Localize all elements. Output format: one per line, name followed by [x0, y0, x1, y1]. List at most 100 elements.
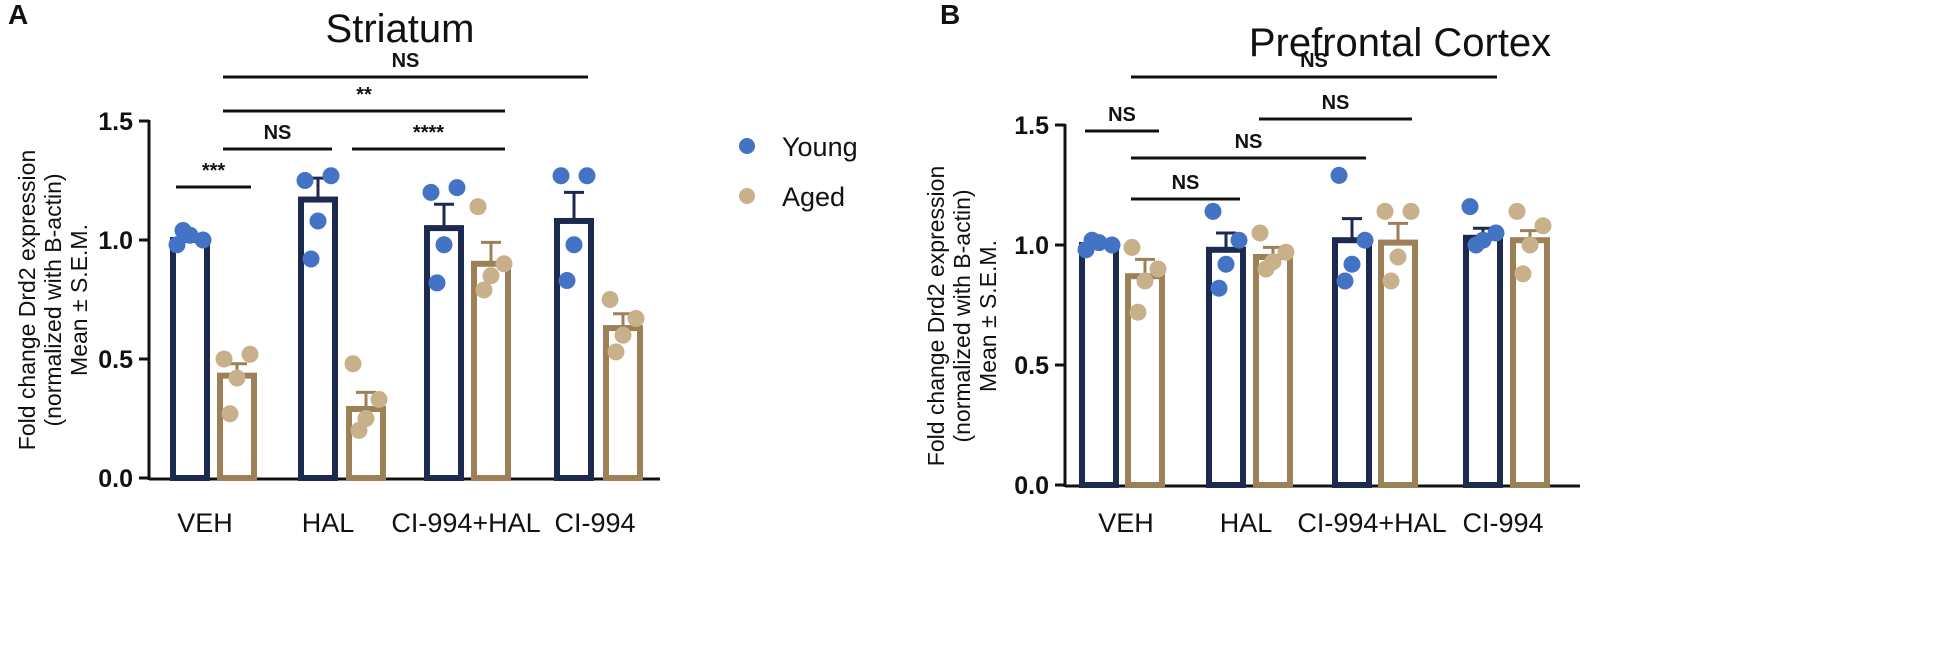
- y-axis-label-a: Fold change Drd2 expression (normalized …: [14, 150, 92, 450]
- y-tick-label: 1.0: [98, 227, 133, 255]
- panel-letter-b: B: [940, 0, 960, 30]
- x-tick-label: CI-994+HAL: [1297, 508, 1446, 538]
- bar-young: [554, 217, 594, 482]
- data-point-aged: [1149, 260, 1167, 278]
- data-point-aged: [1123, 238, 1141, 256]
- panel-a-plot: 0.0 0.5 1.0 1.5 VEH HAL CI-994+HAL CI-994 NS ** NS…: [98, 50, 660, 538]
- data-point-aged: [475, 281, 493, 299]
- significance-label: ***: [202, 160, 226, 182]
- data-point-young: [565, 236, 583, 254]
- data-point-young: [174, 221, 192, 239]
- y-label-line-1: Fold change Drd2 expression: [14, 150, 40, 450]
- data-point-young: [1356, 231, 1374, 249]
- data-point-aged: [1251, 224, 1269, 242]
- y-label-line-2: (normalized with B-actin): [40, 173, 66, 426]
- chart-title-b: Prefrontal Cortex: [1249, 21, 1551, 65]
- data-point-young: [448, 179, 466, 197]
- data-point-young: [1336, 272, 1354, 290]
- data-point-young: [1461, 198, 1479, 216]
- data-point-aged: [495, 255, 513, 273]
- significance-label: **: [356, 84, 372, 106]
- data-point-aged: [241, 345, 259, 363]
- data-point-aged: [482, 267, 500, 285]
- legend-marker-aged: [739, 188, 755, 204]
- data-point-aged: [469, 198, 487, 216]
- panel-letter-a: A: [8, 0, 28, 30]
- data-point-young: [1330, 166, 1348, 184]
- data-point-aged: [1376, 202, 1394, 220]
- data-point-aged: [1521, 236, 1539, 254]
- data-point-young: [422, 183, 440, 201]
- data-point-young: [558, 271, 576, 289]
- legend-label-young: Young: [782, 132, 858, 162]
- data-point-aged: [215, 350, 233, 368]
- data-point-young: [1204, 202, 1222, 220]
- data-point-young: [552, 167, 570, 185]
- data-point-aged: [1514, 265, 1532, 283]
- data-point-aged: [627, 310, 645, 328]
- data-point-young: [1487, 224, 1505, 242]
- legend-marker-young: [739, 138, 755, 154]
- y-tick-label: 0.0: [1014, 472, 1049, 500]
- y-tick-label: 0.0: [98, 465, 133, 493]
- significance-label: NS: [1300, 50, 1328, 72]
- y-label-line-3: Mean ± S.E.M.: [66, 224, 92, 376]
- x-tick-label: HAL: [302, 508, 355, 538]
- data-point-young: [322, 167, 340, 185]
- bar-young: [1206, 246, 1246, 488]
- data-point-aged: [1508, 202, 1526, 220]
- data-point-young: [578, 167, 596, 185]
- significance-label: NS: [1235, 131, 1263, 153]
- bar-young: [1079, 242, 1119, 488]
- significance-label: ****: [413, 122, 444, 144]
- data-point-young: [1467, 236, 1485, 254]
- data-point-aged: [350, 421, 368, 439]
- data-point-aged: [370, 390, 388, 408]
- bar-young: [424, 225, 464, 481]
- data-point-young: [194, 231, 212, 249]
- data-point-young: [1217, 255, 1235, 273]
- data-point-young: [296, 172, 314, 189]
- bar-aged: [1253, 254, 1293, 488]
- data-point-young: [428, 274, 446, 292]
- y-label-line-3: Mean ± S.E.M.: [975, 240, 1001, 392]
- significance-label: NS: [264, 122, 292, 144]
- significance-label: NS: [1108, 104, 1136, 126]
- data-point-young: [168, 236, 186, 254]
- y-tick-label: 0.5: [98, 346, 133, 374]
- data-point-aged: [1402, 202, 1420, 220]
- data-point-aged: [221, 405, 239, 423]
- x-tick-label: VEH: [177, 508, 233, 538]
- significance-label: NS: [1172, 172, 1200, 194]
- x-tick-label: CI-994: [1462, 508, 1543, 538]
- data-point-young: [302, 250, 320, 268]
- x-tick-label: CI-994+HAL: [391, 508, 540, 538]
- legend-label-aged: Aged: [782, 182, 845, 212]
- data-point-aged: [607, 343, 625, 361]
- data-point-aged: [601, 291, 619, 308]
- data-point-aged: [1257, 260, 1275, 278]
- bar-young: [170, 237, 210, 481]
- data-point-young: [1210, 279, 1228, 297]
- y-tick-label: 1.5: [98, 108, 133, 136]
- bar-young: [298, 196, 338, 481]
- x-tick-label: CI-994: [554, 508, 635, 538]
- data-point-young: [1343, 255, 1361, 273]
- data-point-young: [309, 212, 327, 230]
- bar-aged: [217, 372, 257, 481]
- data-point-young: [435, 236, 453, 254]
- data-point-aged: [1136, 272, 1154, 290]
- data-point-aged: [1129, 303, 1147, 321]
- y-tick-label: 1.0: [1014, 232, 1049, 260]
- panel-b-plot: 0.0 0.5 1.0 1.5 VEH HAL CI-994+HAL CI-994 NS NS NS…: [1014, 50, 1580, 538]
- data-point-aged: [1389, 248, 1407, 266]
- chart-title-a: Striatum: [326, 7, 475, 51]
- data-point-young: [1103, 236, 1121, 254]
- data-point-young: [1230, 231, 1248, 249]
- bar-aged: [471, 260, 511, 481]
- y-tick-label: 1.5: [1014, 112, 1049, 140]
- y-tick-label: 0.5: [1014, 352, 1049, 380]
- significance-label: NS: [392, 50, 420, 72]
- bar-young: [1463, 234, 1503, 488]
